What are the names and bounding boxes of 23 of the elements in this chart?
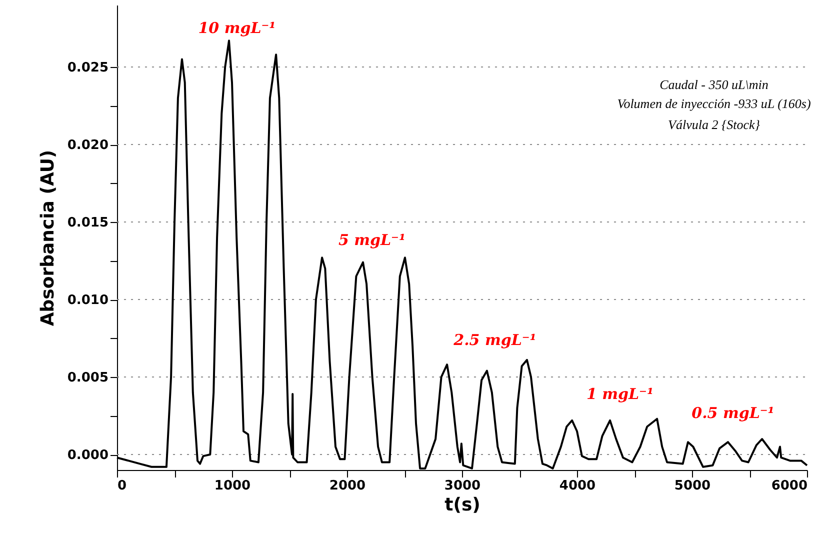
annotation: Volumen de inyección -933 uL (160s) <box>617 96 811 111</box>
annotation: 2.5 mgL⁻¹ <box>452 331 536 349</box>
annotation: 5 mgL⁻¹ <box>338 231 406 249</box>
x-tick-label: 6000 <box>771 478 808 494</box>
x-tick-label: 2000 <box>329 478 366 494</box>
y-tick-label: 0.000 <box>67 448 108 463</box>
annotation: 1 mgL⁻¹ <box>586 385 654 403</box>
y-tick-label: 0.005 <box>67 370 108 386</box>
annotation: Válvula 2 {Stock} <box>668 117 761 132</box>
y-tick-label: 0.015 <box>67 216 108 230</box>
annotation: 10 mgL⁻¹ <box>198 19 276 37</box>
x-tick-label: 1000 <box>214 478 251 494</box>
x-tick-label: 0 <box>118 478 127 494</box>
y-tick-label: 0.025 <box>67 60 108 76</box>
x-tick-label: 5000 <box>674 478 711 494</box>
annotation: Caudal - 350 uL\min <box>660 77 768 92</box>
y-tick-label: 0.010 <box>67 293 108 308</box>
y-axis-title: Absorbancia (AU) <box>37 150 58 326</box>
x-tick-label: 3000 <box>444 478 481 494</box>
y-tick-label: 0.020 <box>67 138 108 153</box>
annotation: 0.5 mgL⁻¹ <box>692 404 774 422</box>
x-tick-label: 4000 <box>559 478 596 494</box>
x-axis-title: t(s) <box>444 494 480 516</box>
